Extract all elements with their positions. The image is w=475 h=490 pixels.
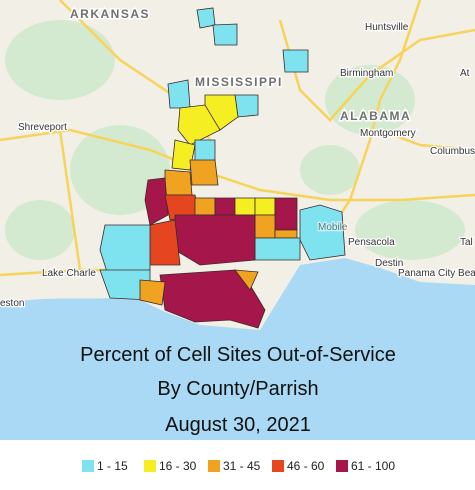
caption: Percent of Cell Sites Out-of-Service By …: [80, 344, 396, 436]
county: [254, 237, 301, 261]
caption-line: Percent of Cell Sites Out-of-Service: [80, 344, 396, 366]
city-label: Mobile: [318, 222, 348, 233]
legend-label: 31 - 45: [223, 459, 261, 473]
county: [139, 279, 166, 306]
gulf-water: [0, 258, 475, 440]
county: [177, 104, 221, 146]
legend-swatch: [272, 460, 284, 472]
legend-swatch: [208, 460, 220, 472]
county: [171, 139, 196, 171]
city-label: Pensacola: [348, 237, 395, 248]
county: [164, 169, 193, 196]
county: [189, 159, 219, 186]
county: [282, 49, 309, 73]
county: [274, 229, 298, 239]
city-label: eston: [0, 298, 24, 309]
county: [144, 177, 169, 226]
state-label: ALABAMA: [340, 109, 411, 123]
county: [254, 214, 276, 239]
county: [174, 214, 256, 266]
county: [214, 197, 236, 216]
county: [99, 224, 151, 276]
city-label: At: [460, 68, 470, 79]
caption-line: By County/Parrish: [157, 378, 318, 400]
state-label: ARKANSAS: [70, 7, 150, 21]
county: [274, 197, 298, 231]
legend: 1 - 15 16 - 30 31 - 45 46 - 60 61 - 100: [82, 459, 395, 473]
legend-swatch: [336, 460, 348, 472]
city-label: Birmingham: [340, 68, 393, 79]
legend-label: 61 - 100: [351, 459, 395, 473]
legend-background: [0, 440, 475, 490]
city-label: Lake Charle: [42, 268, 96, 279]
city-label: Columbus: [430, 146, 475, 157]
county: [194, 197, 216, 216]
counties: [99, 7, 346, 329]
legend-swatch: [82, 460, 94, 472]
legend-label: 1 - 15: [97, 459, 128, 473]
caption-line: August 30, 2021: [165, 414, 311, 436]
county: [167, 79, 191, 109]
city-label: Shreveport: [18, 122, 67, 133]
county: [234, 269, 259, 291]
county: [194, 139, 216, 163]
city-label: Montgomery: [360, 128, 416, 139]
county: [234, 197, 256, 216]
county: [196, 7, 216, 29]
state-label: MISSISSIPPI: [195, 75, 283, 89]
county: [212, 23, 238, 46]
county: [149, 219, 181, 266]
city-label: Destin: [375, 258, 403, 269]
city-label: Panama City Beach: [398, 268, 475, 279]
legend-swatch: [144, 460, 156, 472]
county: [254, 197, 276, 216]
county: [234, 94, 259, 118]
city-label: Huntsville: [365, 22, 409, 33]
legend-label: 46 - 60: [287, 459, 325, 473]
map-labels: ARKANSAS MISSISSIPPI ALABAMA Huntsville …: [0, 6, 475, 311]
legend-label: 16 - 30: [159, 459, 197, 473]
city-label: Tal: [460, 237, 473, 248]
